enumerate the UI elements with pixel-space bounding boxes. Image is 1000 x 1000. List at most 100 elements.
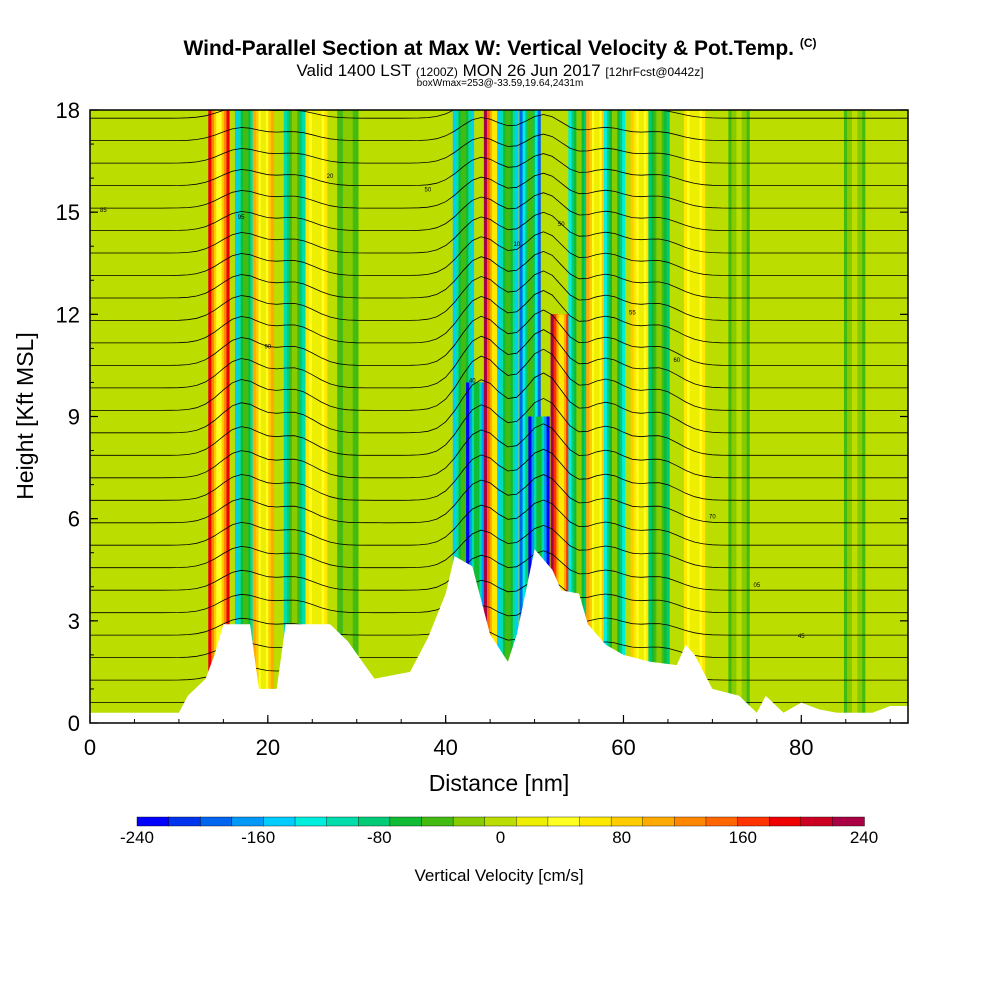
colorbar-swatch bbox=[326, 816, 359, 827]
theta-contour bbox=[90, 448, 908, 501]
valid-time: Valid 1400 LST (1200Z) MON 26 Jun 2017 [… bbox=[0, 61, 1000, 81]
velocity-band bbox=[505, 110, 511, 723]
theta-contour bbox=[90, 423, 908, 479]
colorbar-swatch bbox=[579, 816, 612, 827]
velocity-band bbox=[576, 110, 582, 723]
colorbar-swatch bbox=[452, 816, 486, 827]
velocity-band bbox=[260, 110, 267, 723]
colorbar-swatch bbox=[674, 816, 707, 827]
y-tick-label: 9 bbox=[68, 405, 80, 430]
theta-contour bbox=[90, 550, 908, 591]
velocity-band bbox=[291, 110, 298, 723]
theta-contour bbox=[90, 524, 908, 569]
theta-contour bbox=[90, 231, 908, 276]
copyright-mark: (C) bbox=[799, 36, 817, 50]
y-tick-label: 0 bbox=[68, 711, 80, 736]
colorbar-swatch bbox=[294, 816, 328, 827]
velocity-band bbox=[851, 110, 858, 723]
chart-title-text: Wind-Parallel Section at Max W: Vertical… bbox=[183, 37, 794, 60]
theta-label: 10 bbox=[513, 242, 520, 248]
velocity-band bbox=[736, 110, 742, 723]
velocity-band bbox=[638, 110, 644, 723]
colorbar-swatch bbox=[800, 816, 834, 827]
velocity-band bbox=[611, 110, 618, 723]
colorbar-swatch bbox=[642, 816, 676, 827]
theta-contour bbox=[90, 309, 908, 366]
velocity-band bbox=[460, 110, 467, 723]
velocity-band bbox=[242, 110, 249, 723]
velocity-band bbox=[345, 110, 351, 723]
colorbar-swatch bbox=[705, 816, 739, 827]
theta-label: 95 bbox=[238, 215, 245, 221]
colorbar-ticks: -240 -160 -80 0 80 160 240 bbox=[120, 828, 878, 847]
theta-contour bbox=[90, 172, 908, 209]
colorbar-swatch bbox=[231, 816, 265, 827]
velocity-band bbox=[656, 110, 662, 723]
colorbar-swatch bbox=[737, 816, 770, 827]
theta-contour bbox=[90, 348, 908, 411]
forecast-info: [12hrFcst@0442z] bbox=[605, 65, 704, 79]
velocity-band bbox=[594, 110, 600, 723]
y-tick-label: 12 bbox=[56, 302, 80, 327]
y-tick-label: 3 bbox=[68, 609, 80, 634]
theta-contour bbox=[90, 601, 908, 636]
y-tick-label: 6 bbox=[68, 507, 80, 532]
theta-label: 55 bbox=[629, 310, 636, 316]
theta-label: 60 bbox=[673, 358, 680, 364]
theta-label: 05 bbox=[754, 583, 761, 589]
velocity-band bbox=[558, 314, 564, 723]
x-tick-label: 80 bbox=[789, 735, 813, 760]
colorbar bbox=[136, 816, 865, 827]
colorbar-swatch bbox=[610, 816, 644, 827]
x-axis: 0 20 40 60 80 bbox=[84, 715, 891, 760]
valid-date: MON 26 Jun 2017 bbox=[462, 61, 601, 80]
y-axis-label: Height [Kft MSL] bbox=[12, 332, 38, 499]
x-axis-label: Distance [nm] bbox=[429, 770, 570, 796]
colorbar-swatch bbox=[421, 816, 454, 827]
box-info: boxWmax=253@-33.59,19.64,2431m bbox=[416, 78, 584, 89]
colorbar-swatch bbox=[389, 816, 423, 827]
colorbar-tick-label: -160 bbox=[241, 828, 275, 847]
colorbar-label: Vertical Velocity [cm/s] bbox=[414, 866, 583, 885]
theta-label: 20 bbox=[327, 174, 334, 180]
colorbar-swatch bbox=[484, 816, 518, 827]
theta-contour bbox=[90, 110, 908, 119]
theta-labels: 85 90 95 20 50 40 10 50 55 60 70 05 45 bbox=[100, 174, 805, 640]
colorbar-tick-label: 160 bbox=[729, 828, 757, 847]
theta-label: 50 bbox=[558, 222, 565, 228]
theta-label: 40 bbox=[469, 378, 476, 384]
velocity-band bbox=[691, 110, 698, 723]
theta-contour bbox=[90, 211, 908, 254]
theta-contour bbox=[90, 153, 908, 186]
velocity-band bbox=[491, 110, 498, 723]
colorbar-tick-label: -80 bbox=[367, 828, 392, 847]
colorbar-tick-label: 0 bbox=[496, 828, 505, 847]
y-tick-label: 15 bbox=[56, 200, 80, 225]
velocity-band bbox=[314, 110, 320, 723]
theta-contours bbox=[90, 110, 908, 703]
theta-label: 45 bbox=[798, 634, 805, 640]
theta-label: 85 bbox=[100, 208, 107, 214]
x-tick-label: 60 bbox=[611, 735, 635, 760]
colorbar-swatch bbox=[136, 816, 170, 827]
theta-label: 70 bbox=[709, 515, 716, 521]
theta-contour bbox=[90, 270, 908, 321]
theta-contour bbox=[90, 397, 908, 456]
theta-contour bbox=[90, 329, 908, 389]
theta-label: 50 bbox=[425, 188, 432, 194]
colorbar-tick-label: 240 bbox=[850, 828, 878, 847]
terrain bbox=[90, 549, 908, 723]
colorbar-swatch bbox=[358, 816, 391, 827]
theta-contour bbox=[90, 192, 908, 231]
theta-contour bbox=[90, 290, 908, 344]
valid-prefix: Valid 1400 LST bbox=[296, 61, 412, 80]
y-axis: 0 3 6 9 12 15 18 bbox=[56, 98, 908, 736]
colorbar-swatch bbox=[768, 816, 802, 827]
colorbar-swatch bbox=[516, 816, 549, 827]
colorbar-tick-label: 80 bbox=[612, 828, 631, 847]
theta-contour bbox=[90, 575, 908, 614]
theta-contour bbox=[90, 372, 908, 434]
theta-contour bbox=[90, 499, 908, 546]
x-tick-label: 0 bbox=[84, 735, 96, 760]
